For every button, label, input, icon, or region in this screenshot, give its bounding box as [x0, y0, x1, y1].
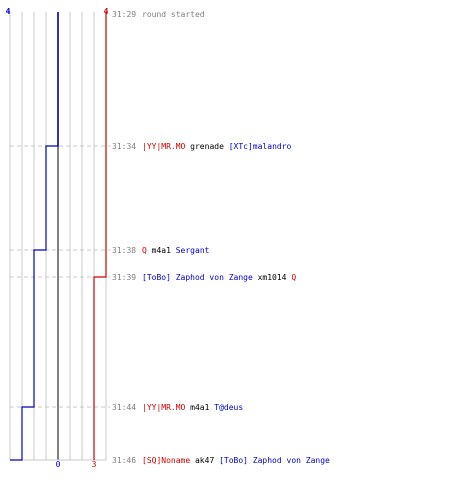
event-time: 31:34: [112, 142, 136, 151]
event-text: |YY|MR.MO grenade [XTc]malandro: [142, 142, 292, 151]
event-text-part: |YY|MR.MO: [142, 403, 186, 412]
event-text: [ToBo] Zaphod von Zange xm1014 Q: [142, 273, 296, 282]
event-text-part: grenade: [185, 142, 228, 151]
event-text-part: [ToBo] Zaphod von Zange: [219, 456, 330, 465]
event-time: 31:44: [112, 403, 136, 412]
series-step-line: [10, 12, 59, 461]
event-log: 31:29 round started 31:34 |YY|MR.MO grenade…: [112, 10, 330, 465]
event-text: Q m4a1 Sergant: [142, 246, 210, 255]
event-text: [SQ]Noname ak47 [ToBo] Zaphod von Zange: [142, 456, 330, 465]
event-text-part: xm1014: [253, 273, 292, 282]
event-time: 31:46: [112, 456, 136, 465]
player-count-lines: [10, 12, 107, 461]
event-text-part: T@deus: [214, 403, 243, 412]
event-text-part: [SQ]Noname: [142, 456, 190, 465]
event-text: round started: [142, 10, 205, 19]
event-text-part: m4a1: [185, 403, 214, 412]
event-text: |YY|MR.MO m4a1 T@deus: [142, 403, 243, 412]
top-count-label: 4: [104, 7, 109, 16]
bottom-count-label: 0: [56, 460, 61, 469]
event-text-part: |YY|MR.MO: [142, 142, 186, 151]
event-text-part: Q: [291, 273, 296, 282]
event-text-part: m4a1: [147, 246, 176, 255]
event-time: 31:38: [112, 246, 136, 255]
event-text-part: Q: [142, 246, 147, 255]
event-text-part: ak47: [190, 456, 219, 465]
bottom-count-label: 3: [92, 460, 97, 469]
event-text-part: round started: [142, 10, 205, 19]
event-text-part: Sergant: [176, 246, 210, 255]
count-labels: 4 4 0 3: [6, 7, 109, 469]
event-text-part: [XTc]malandro: [229, 142, 292, 151]
series-step-line: [93, 12, 107, 460]
event-time: 31:39: [112, 273, 136, 282]
event-time: 31:29: [112, 10, 136, 19]
event-text-part: [ToBo] Zaphod von Zange: [142, 273, 253, 282]
top-count-label: 4: [6, 7, 11, 16]
